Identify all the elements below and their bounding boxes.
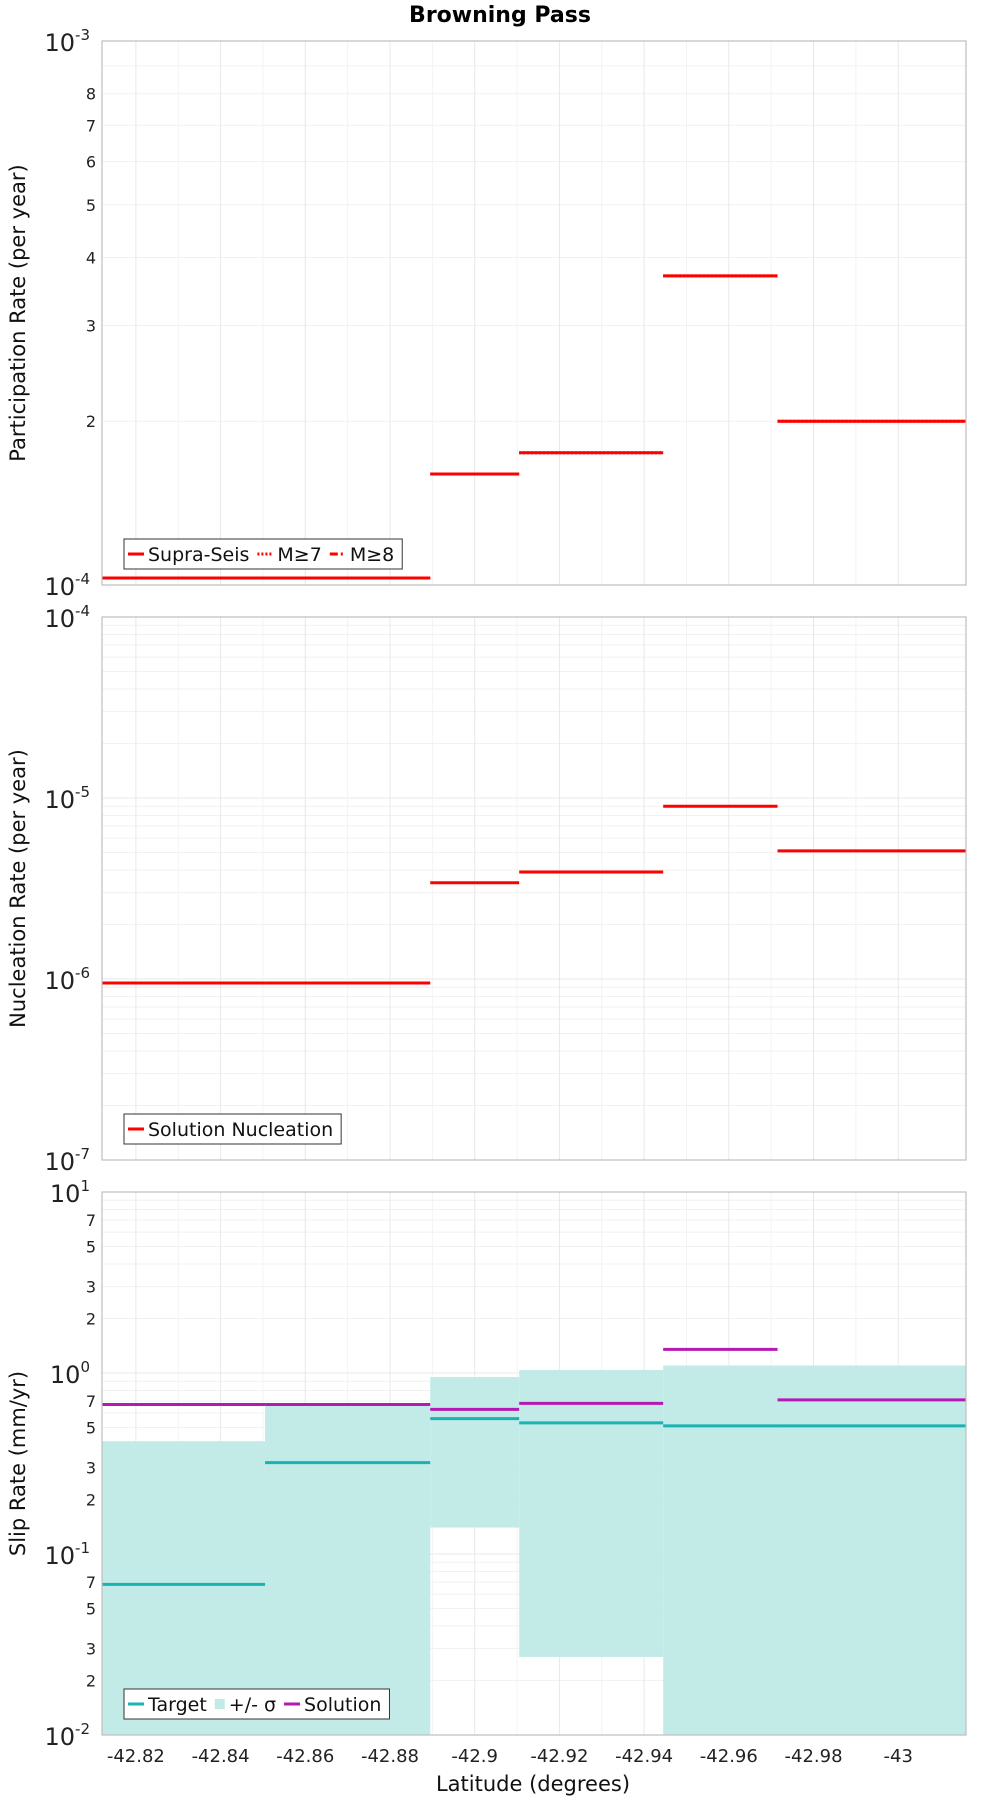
x-tick-label: -42.92	[530, 1746, 588, 1767]
plot-frame	[101, 40, 967, 586]
sigma-band	[519, 1369, 664, 1657]
y-minor-tick-label: 6	[86, 153, 96, 172]
tick-base: 10	[50, 1361, 81, 1389]
tick-base: 10	[44, 1542, 75, 1570]
y-minor-tick-label: 7	[86, 116, 96, 135]
y-tick-label: 10-7	[44, 1145, 90, 1176]
legend-label: Supra-Seis	[148, 544, 249, 566]
y-minor-tick-label: 5	[86, 1237, 96, 1256]
sigma-band	[663, 1365, 778, 1735]
legend-label: M≥8	[350, 544, 394, 566]
x-tick-label: -42.86	[276, 1746, 334, 1767]
legend-label: +/- σ	[229, 1694, 276, 1716]
sigma-band	[265, 1403, 431, 1735]
tick-exponent: 0	[80, 1358, 90, 1376]
x-tick-label: -42.94	[615, 1746, 673, 1767]
tick-exponent: -2	[75, 1720, 90, 1738]
tick-base: 10	[50, 1180, 81, 1208]
legend-box	[123, 1688, 390, 1720]
y-minor-tick-label: 3	[86, 316, 96, 335]
y-minor-tick-label: 2	[86, 1491, 96, 1510]
tick-base: 10	[44, 605, 75, 633]
tick-exponent: -3	[75, 26, 90, 44]
x-axis-label: Latitude (degrees)	[436, 1772, 630, 1796]
y-tick-label: 10-2	[44, 1720, 90, 1751]
legend-label: Solution Nucleation	[148, 1119, 333, 1141]
tick-exponent: -5	[75, 783, 90, 801]
plot-frame	[101, 1191, 967, 1736]
y-minor-tick-label: 4	[86, 248, 96, 267]
legend-box	[123, 1113, 342, 1145]
tick-exponent: -6	[75, 964, 90, 982]
x-tick-label: -42.98	[785, 1746, 843, 1767]
sigma-band	[777, 1365, 966, 1735]
legend: Solution Nucleation	[123, 1113, 342, 1145]
plot-area	[102, 617, 966, 1160]
y-minor-tick-label: 5	[86, 1418, 96, 1437]
legend-swatch	[214, 1699, 225, 1709]
y-tick-label: 10-6	[44, 964, 90, 995]
legend: Target +/- σ Solution	[123, 1688, 390, 1720]
y-tick-label: 100	[50, 1358, 90, 1389]
y-minor-tick-label: 7	[86, 1392, 96, 1411]
y-minor-tick-label: 3	[86, 1459, 96, 1478]
x-tick-label: -42.82	[107, 1746, 165, 1767]
y-minor-tick-label: 5	[86, 196, 96, 215]
sigma-band	[430, 1377, 520, 1528]
tick-base: 10	[44, 1723, 75, 1751]
y-minor-tick-label: 8	[86, 85, 96, 104]
tick-base: 10	[44, 967, 75, 995]
x-tick-label: -42.9	[451, 1746, 498, 1767]
sigma-band	[102, 1441, 266, 1735]
y-minor-tick-label: 5	[86, 1599, 96, 1618]
y-tick-label: 101	[50, 1177, 90, 1208]
y-tick-label: 10-3	[44, 26, 90, 57]
y-tick-label: 10-4	[44, 602, 90, 633]
chart-title: Browning Pass	[409, 3, 591, 28]
tick-exponent: -1	[75, 1539, 90, 1557]
y-axis-label: Slip Rate (mm/yr)	[6, 1371, 30, 1556]
legend-label: M≥7	[277, 544, 321, 566]
tick-base: 10	[44, 1148, 75, 1176]
plot-frame	[101, 616, 967, 1161]
tick-exponent: 1	[80, 1177, 90, 1195]
legend-label: Target	[147, 1694, 207, 1716]
y-tick-label: 10-5	[44, 783, 90, 814]
plot-area	[102, 41, 966, 585]
tick-base: 10	[44, 29, 75, 57]
tick-exponent: -4	[75, 570, 90, 588]
tick-exponent: -4	[75, 602, 90, 620]
legend-label: Solution	[304, 1694, 381, 1716]
tick-base: 10	[44, 786, 75, 814]
x-tick-label: -43	[884, 1746, 913, 1767]
legend: Supra-Seis M≥7 M≥8	[123, 538, 403, 570]
y-minor-tick-label: 3	[86, 1278, 96, 1297]
x-tick-label: -42.88	[361, 1746, 419, 1767]
y-minor-tick-label: 2	[86, 412, 96, 431]
y-minor-tick-label: 2	[86, 1672, 96, 1691]
y-tick-label: 10-1	[44, 1539, 90, 1570]
y-minor-tick-label: 2	[86, 1310, 96, 1329]
x-tick-label: -42.96	[700, 1746, 758, 1767]
tick-exponent: -7	[75, 1145, 90, 1163]
y-minor-tick-label: 3	[86, 1640, 96, 1659]
y-minor-tick-label: 7	[86, 1211, 96, 1230]
y-tick-label: 10-4	[44, 570, 90, 601]
y-minor-tick-label: 7	[86, 1573, 96, 1592]
x-tick-label: -42.84	[192, 1746, 250, 1767]
y-axis-label: Participation Rate (per year)	[6, 164, 30, 461]
tick-base: 10	[44, 573, 75, 601]
y-axis-label: Nucleation Rate (per year)	[6, 749, 30, 1028]
